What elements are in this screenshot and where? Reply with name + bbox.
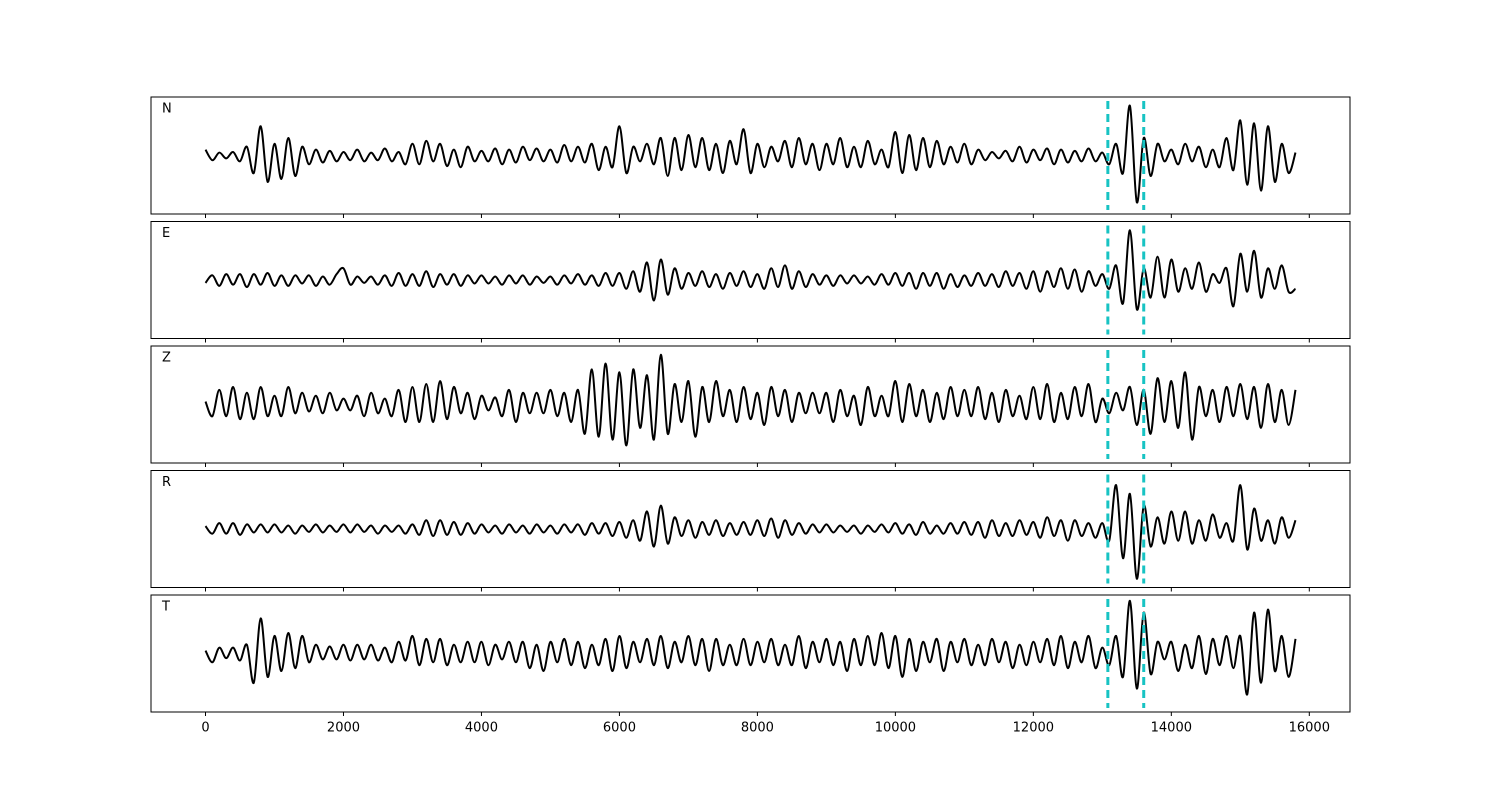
panel-label: N xyxy=(162,102,172,117)
trace-line xyxy=(204,353,1297,447)
panel-label: E xyxy=(162,226,170,241)
trace-line xyxy=(204,104,1297,204)
trace-line xyxy=(204,229,1297,311)
panel-label: T xyxy=(161,600,170,615)
trace-line xyxy=(204,484,1297,580)
x-tick-label: 16000 xyxy=(1289,721,1330,736)
panel-label: R xyxy=(162,475,171,490)
trace-line xyxy=(204,599,1297,696)
panel-frame xyxy=(150,345,1351,464)
x-tick-label: 2000 xyxy=(327,721,360,736)
x-tick-label: 8000 xyxy=(741,721,774,736)
panel-frame xyxy=(150,96,1351,215)
panel-label: Z xyxy=(162,351,171,366)
x-tick-label: 10000 xyxy=(875,721,916,736)
panel-frame xyxy=(150,221,1351,339)
panel-frame xyxy=(150,594,1351,713)
x-tick-label: 12000 xyxy=(1013,721,1054,736)
x-tick-label: 0 xyxy=(201,721,209,736)
panel-frame xyxy=(150,470,1351,588)
x-tick-label: 6000 xyxy=(603,721,636,736)
x-tick-label: 14000 xyxy=(1151,721,1192,736)
x-tick-label: 4000 xyxy=(465,721,498,736)
